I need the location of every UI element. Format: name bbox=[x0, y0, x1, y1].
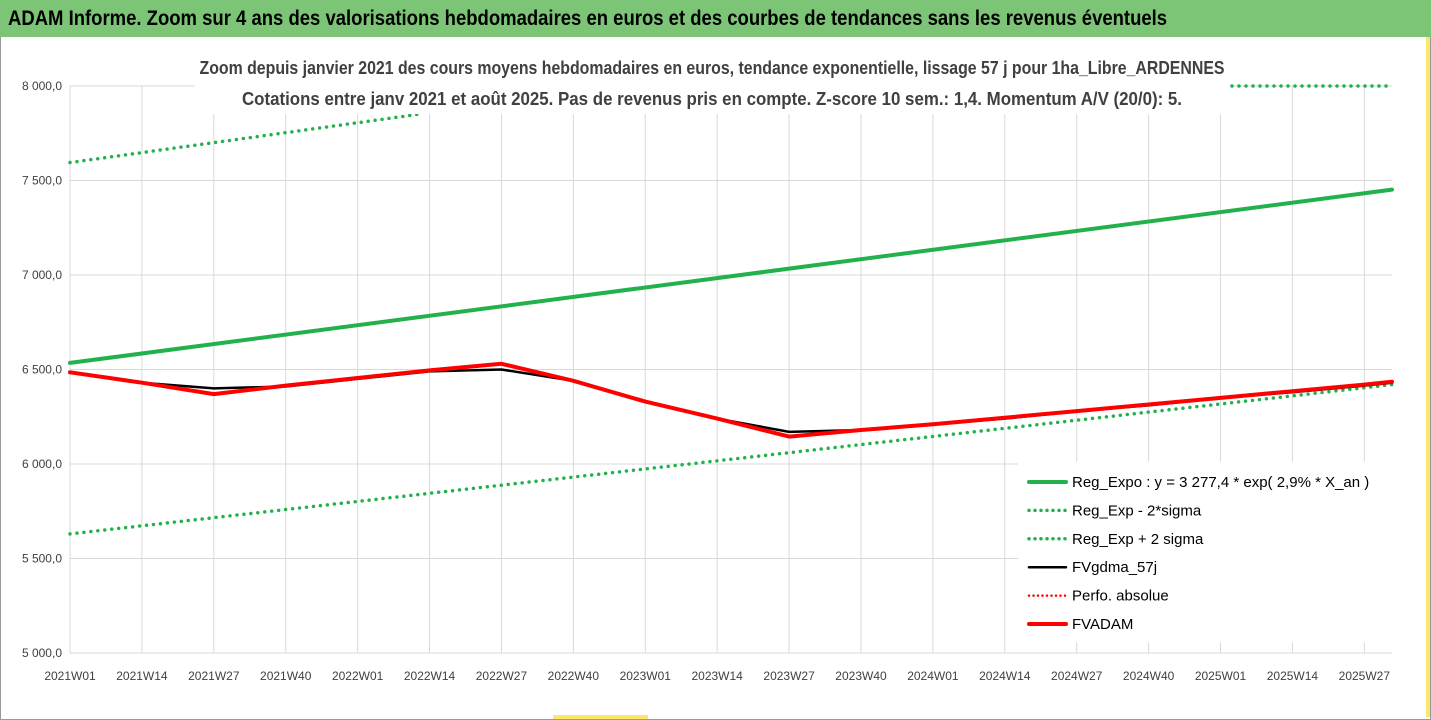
legend-label: Reg_Exp - 2*sigma bbox=[1072, 502, 1202, 519]
series-line-reg-expo bbox=[68, 187, 1394, 365]
series-2-group bbox=[68, 84, 1394, 165]
legend: Reg_Expo : y = 3 277,4 * exp( 2,9% * X_a… bbox=[1018, 462, 1418, 642]
x-tick-label: 2021W27 bbox=[188, 669, 240, 683]
y-tick-label: 5 500,0 bbox=[22, 552, 62, 566]
x-tick-label: 2021W01 bbox=[44, 669, 96, 683]
series-line-reg-exp bbox=[68, 382, 1394, 536]
x-tick-label: 2022W01 bbox=[332, 669, 384, 683]
y-tick-label: 6 000,0 bbox=[22, 457, 62, 471]
x-tick-label: 2024W27 bbox=[1051, 669, 1103, 683]
x-tick-label: 2025W01 bbox=[1195, 669, 1247, 683]
x-tick-label: 2025W14 bbox=[1267, 669, 1319, 683]
legend-label: FVADAM bbox=[1072, 616, 1133, 633]
chart-title-line2: Cotations entre janv 2021 et août 2025. … bbox=[242, 89, 1182, 109]
header-bar: ADAM Informe. Zoom sur 4 ans des valoris… bbox=[0, 0, 1431, 37]
x-tick-label: 2024W40 bbox=[1123, 669, 1175, 683]
x-tick-label: 2023W27 bbox=[763, 669, 815, 683]
legend-label: FVgdma_57j bbox=[1072, 559, 1157, 576]
y-axis: 5 000,0 5 500,0 6 000,0 6 500,0 7 000,0 7 500… bbox=[22, 79, 62, 660]
legend-label: Reg_Expo : y = 3 277,4 * exp( 2,9% * X_a… bbox=[1072, 474, 1369, 491]
series-lines bbox=[68, 84, 1394, 536]
header-title: ADAM Informe. Zoom sur 4 ans des valoris… bbox=[8, 6, 1168, 30]
y-tick-label: 8 000,0 bbox=[22, 79, 62, 93]
x-tick-label: 2021W14 bbox=[116, 669, 168, 683]
x-tick-label: 2021W40 bbox=[260, 669, 312, 683]
chart-title-background bbox=[195, 52, 1230, 114]
x-tick-label: 2023W40 bbox=[835, 669, 887, 683]
legend-label: Reg_Exp + 2 sigma bbox=[1072, 531, 1204, 548]
y-tick-label: 6 500,0 bbox=[22, 363, 62, 377]
x-tick-label: 2022W27 bbox=[476, 669, 528, 683]
x-tick-label: 2022W40 bbox=[548, 669, 600, 683]
y-tick-label: 7 500,0 bbox=[22, 174, 62, 188]
chart-title-line1: Zoom depuis janvier 2021 des cours moyen… bbox=[200, 58, 1225, 78]
yellow-edge-bottom bbox=[553, 715, 648, 719]
x-tick-label: 2023W01 bbox=[620, 669, 672, 683]
y-tick-label: 7 000,0 bbox=[22, 268, 62, 282]
x-tick-label: 2023W14 bbox=[691, 669, 743, 683]
x-tick-label: 2024W01 bbox=[907, 669, 959, 683]
series-line-fvadam bbox=[68, 361, 1394, 439]
series-upper-band-start bbox=[68, 112, 420, 165]
x-axis: 2021W01 2021W14 2021W27 2021W40 2022W01 2022W… bbox=[44, 669, 1390, 683]
y-tick-label: 5 000,0 bbox=[22, 646, 62, 660]
x-tick-label: 2024W14 bbox=[979, 669, 1031, 683]
legend-label: Perfo. absolue bbox=[1072, 588, 1169, 605]
x-tick-label: 2025W27 bbox=[1339, 669, 1391, 683]
legend-background bbox=[1018, 462, 1418, 642]
yellow-edge-right bbox=[1426, 37, 1430, 717]
x-tick-label: 2022W14 bbox=[404, 669, 456, 683]
